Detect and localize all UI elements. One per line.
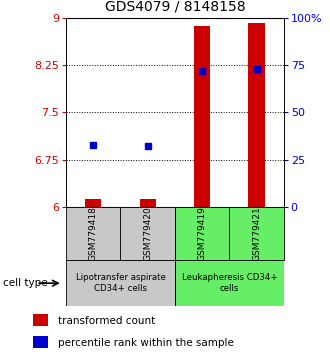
Text: Lipotransfer aspirate
CD34+ cells: Lipotransfer aspirate CD34+ cells bbox=[76, 273, 165, 293]
Title: GDS4079 / 8148158: GDS4079 / 8148158 bbox=[105, 0, 245, 14]
Text: GSM779419: GSM779419 bbox=[198, 206, 207, 261]
Bar bbox=[229, 207, 284, 260]
Text: GSM779418: GSM779418 bbox=[89, 206, 98, 261]
Bar bbox=[66, 260, 175, 306]
Text: percentile rank within the sample: percentile rank within the sample bbox=[58, 337, 234, 348]
Bar bbox=[175, 260, 284, 306]
Bar bbox=[248, 23, 265, 207]
Bar bbox=[66, 207, 120, 260]
Text: GSM779420: GSM779420 bbox=[143, 206, 152, 261]
Bar bbox=[194, 26, 210, 207]
Text: transformed count: transformed count bbox=[58, 315, 155, 326]
Bar bbox=[140, 199, 156, 207]
Bar bbox=[33, 314, 48, 326]
Bar bbox=[175, 207, 229, 260]
Bar bbox=[120, 207, 175, 260]
Text: GSM779421: GSM779421 bbox=[252, 206, 261, 261]
Bar bbox=[33, 336, 48, 348]
Bar bbox=[85, 199, 101, 207]
Text: Leukapheresis CD34+
cells: Leukapheresis CD34+ cells bbox=[182, 273, 277, 293]
Text: cell type: cell type bbox=[3, 278, 48, 288]
